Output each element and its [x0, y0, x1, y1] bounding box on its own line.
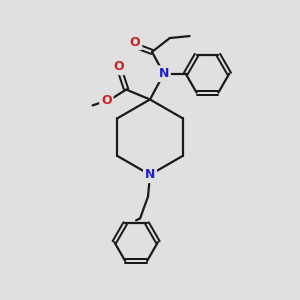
Text: N: N	[145, 168, 155, 181]
Text: O: O	[101, 94, 112, 107]
Text: N: N	[159, 67, 169, 80]
Text: O: O	[130, 35, 140, 49]
Text: O: O	[113, 60, 124, 73]
